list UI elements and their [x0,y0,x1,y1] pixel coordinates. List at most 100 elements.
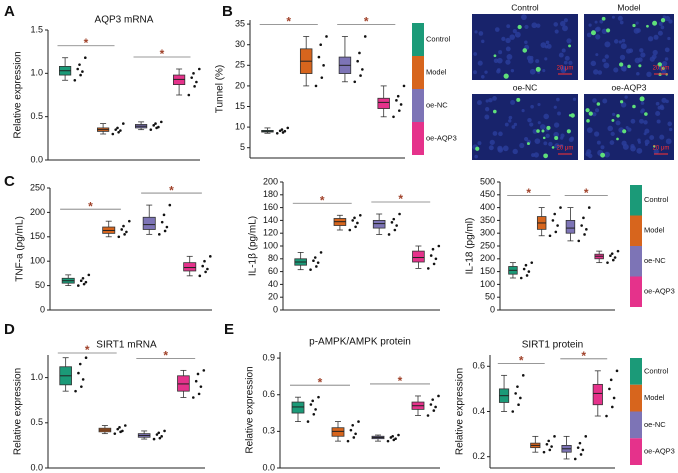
nucleus [592,98,597,103]
data-point [398,109,401,112]
nucleus [556,97,560,102]
data-point [359,74,362,77]
nucleus [656,119,661,124]
data-point [74,389,77,393]
data-point [431,398,435,401]
box [331,427,345,437]
y-tick-label: 0.9 [262,352,275,362]
data-point [437,244,441,248]
positive-cell [661,67,665,70]
data-point [312,412,316,416]
positive-cell [644,112,648,116]
nucleus [610,131,615,137]
data-point [577,239,581,243]
data-point [351,423,355,427]
nucleus [572,97,577,101]
panel-label: B [222,3,233,20]
data-point [160,220,164,224]
nucleus [492,131,498,136]
y-tick-label: 1.0 [30,68,43,78]
nucleus [619,54,626,61]
nucleus [646,71,652,77]
nucleus [498,131,503,137]
data-point [432,262,436,266]
data-point [582,216,585,220]
data-point [280,128,284,131]
box [377,97,390,109]
data-point [306,420,310,423]
nucleus [657,30,663,36]
data-point [613,256,617,259]
nucleus [478,31,484,36]
nucleus [640,109,644,114]
nucleus [514,31,521,38]
scale-bar-label: 20 μm [653,146,670,152]
data-point [309,268,312,271]
data-point [316,261,320,264]
nucleus [594,20,598,24]
data-point [154,122,157,125]
data-point [79,279,83,283]
positive-cell [503,73,509,79]
nucleus [593,69,599,75]
nucleus [540,42,547,48]
data-point [521,374,525,377]
significance-star: * [318,375,323,389]
nucleus [476,100,482,106]
positive-cell [646,24,649,28]
data-point [612,258,615,262]
y-tick-label: 20 [235,80,245,90]
data-point [314,84,318,88]
data-point [606,261,609,264]
legend-swatch [630,384,642,412]
nucleus [485,99,489,103]
y-tick-label: 350 [480,215,495,225]
data-point [84,356,88,360]
data-point [548,448,552,452]
nucleus [597,70,603,75]
y-tick-label: 15 [235,101,245,111]
scale-bar-label: 20 μm [557,66,574,72]
data-point [611,405,614,409]
data-point [160,120,163,124]
nucleus [570,136,574,141]
data-point [609,254,612,258]
nucleus [497,147,504,153]
data-point [578,441,582,445]
positive-cell [652,20,658,26]
box [372,219,386,229]
data-point [434,405,437,409]
legend-swatch [630,276,642,307]
data-point [432,409,436,412]
nucleus [655,110,661,117]
legend-swatch [630,246,642,277]
y-tick-label: 0.2 [472,451,485,461]
y-tick-label: 0.5 [30,417,43,427]
data-point [585,228,588,231]
data-point [80,385,83,388]
nucleus [508,115,513,120]
y-axis-label: IL-18 (pg/ml) [465,218,476,275]
data-point [514,392,517,395]
positive-cell [492,109,497,114]
nucleus [636,147,643,154]
y-tick-label: 50 [485,292,495,302]
nucleus [502,145,509,152]
data-point [351,219,355,222]
nucleus [474,30,478,34]
data-point [81,70,84,73]
chart-title: p-AMPK/AMPK protein [309,337,411,348]
significance-star: * [581,349,586,363]
nucleus [613,39,619,44]
nucleus [602,58,606,63]
data-point [554,230,558,234]
nucleus [639,118,644,124]
data-point [519,396,522,400]
y-tick-label: 450 [480,189,495,199]
data-point [77,371,80,375]
nucleus [624,95,628,99]
y-tick-label: 0.4 [472,406,485,416]
positive-cell [619,100,624,104]
y-tick-label: 10 [235,121,245,131]
